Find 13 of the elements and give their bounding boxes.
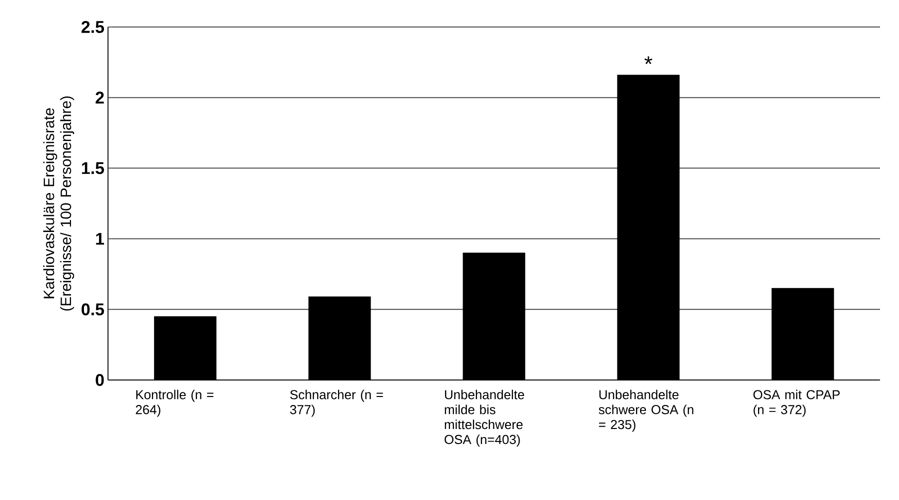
annotation: * (644, 56, 652, 64)
y-tick-label: 0 (96, 374, 104, 386)
y-tick-label: 1.5 (82, 162, 104, 174)
y-tick-label: 1 (96, 232, 104, 245)
x-tick-label: Kontrolle (n = 264) (136, 390, 214, 417)
x-tick-label: Schnarcher (n = 377) (290, 390, 383, 417)
y-tick-label: 2 (96, 92, 104, 104)
x-tick-label: Unbehandelte schwere OSA (n = 235) (598, 390, 694, 432)
y-tick-label: 0.5 (82, 303, 104, 316)
y-tick-label: 2.5 (82, 20, 104, 33)
x-tick-label: Unbehandelte milde bis mittelschwere OSA (n=403) (444, 390, 524, 447)
y-axis-title: Kardiovaskuläre Ereignisrate (Ereignisse/ 100 Personenjahre) (43, 96, 74, 311)
x-tick-label: OSA mit CPAP (n = 372) (753, 390, 840, 417)
